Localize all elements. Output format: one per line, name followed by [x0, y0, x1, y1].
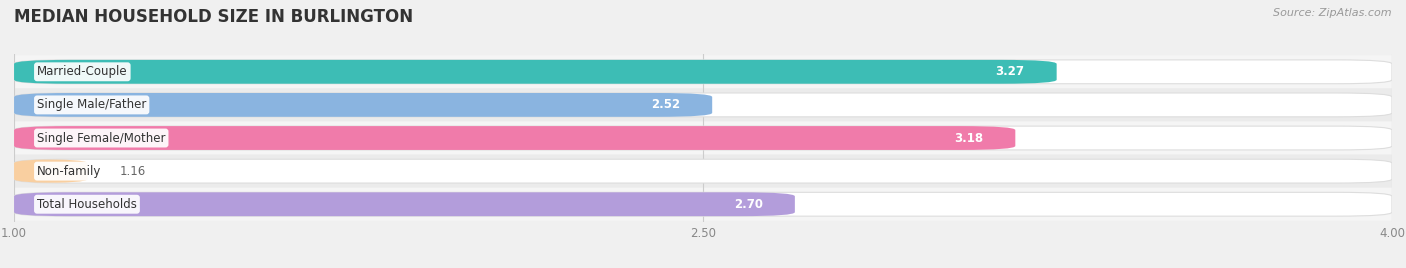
Text: 2.70: 2.70	[734, 198, 762, 211]
FancyBboxPatch shape	[14, 93, 1392, 117]
FancyBboxPatch shape	[14, 55, 1392, 88]
FancyBboxPatch shape	[14, 126, 1392, 150]
Text: Married-Couple: Married-Couple	[37, 65, 128, 78]
FancyBboxPatch shape	[14, 188, 1392, 221]
FancyBboxPatch shape	[14, 60, 1057, 84]
FancyBboxPatch shape	[14, 121, 1392, 155]
FancyBboxPatch shape	[14, 155, 1392, 188]
FancyBboxPatch shape	[14, 159, 1392, 183]
Text: 1.16: 1.16	[120, 165, 146, 178]
Text: 2.52: 2.52	[651, 98, 681, 111]
FancyBboxPatch shape	[14, 88, 1392, 121]
Text: Single Male/Father: Single Male/Father	[37, 98, 146, 111]
FancyBboxPatch shape	[14, 192, 1392, 216]
FancyBboxPatch shape	[14, 192, 794, 216]
Text: 3.18: 3.18	[955, 132, 983, 144]
Text: Total Households: Total Households	[37, 198, 136, 211]
FancyBboxPatch shape	[14, 159, 87, 183]
Text: Source: ZipAtlas.com: Source: ZipAtlas.com	[1274, 8, 1392, 18]
Text: Non-family: Non-family	[37, 165, 101, 178]
FancyBboxPatch shape	[14, 126, 1015, 150]
FancyBboxPatch shape	[14, 60, 1392, 84]
Text: MEDIAN HOUSEHOLD SIZE IN BURLINGTON: MEDIAN HOUSEHOLD SIZE IN BURLINGTON	[14, 8, 413, 26]
FancyBboxPatch shape	[14, 93, 713, 117]
Text: Single Female/Mother: Single Female/Mother	[37, 132, 166, 144]
Text: 3.27: 3.27	[995, 65, 1025, 78]
